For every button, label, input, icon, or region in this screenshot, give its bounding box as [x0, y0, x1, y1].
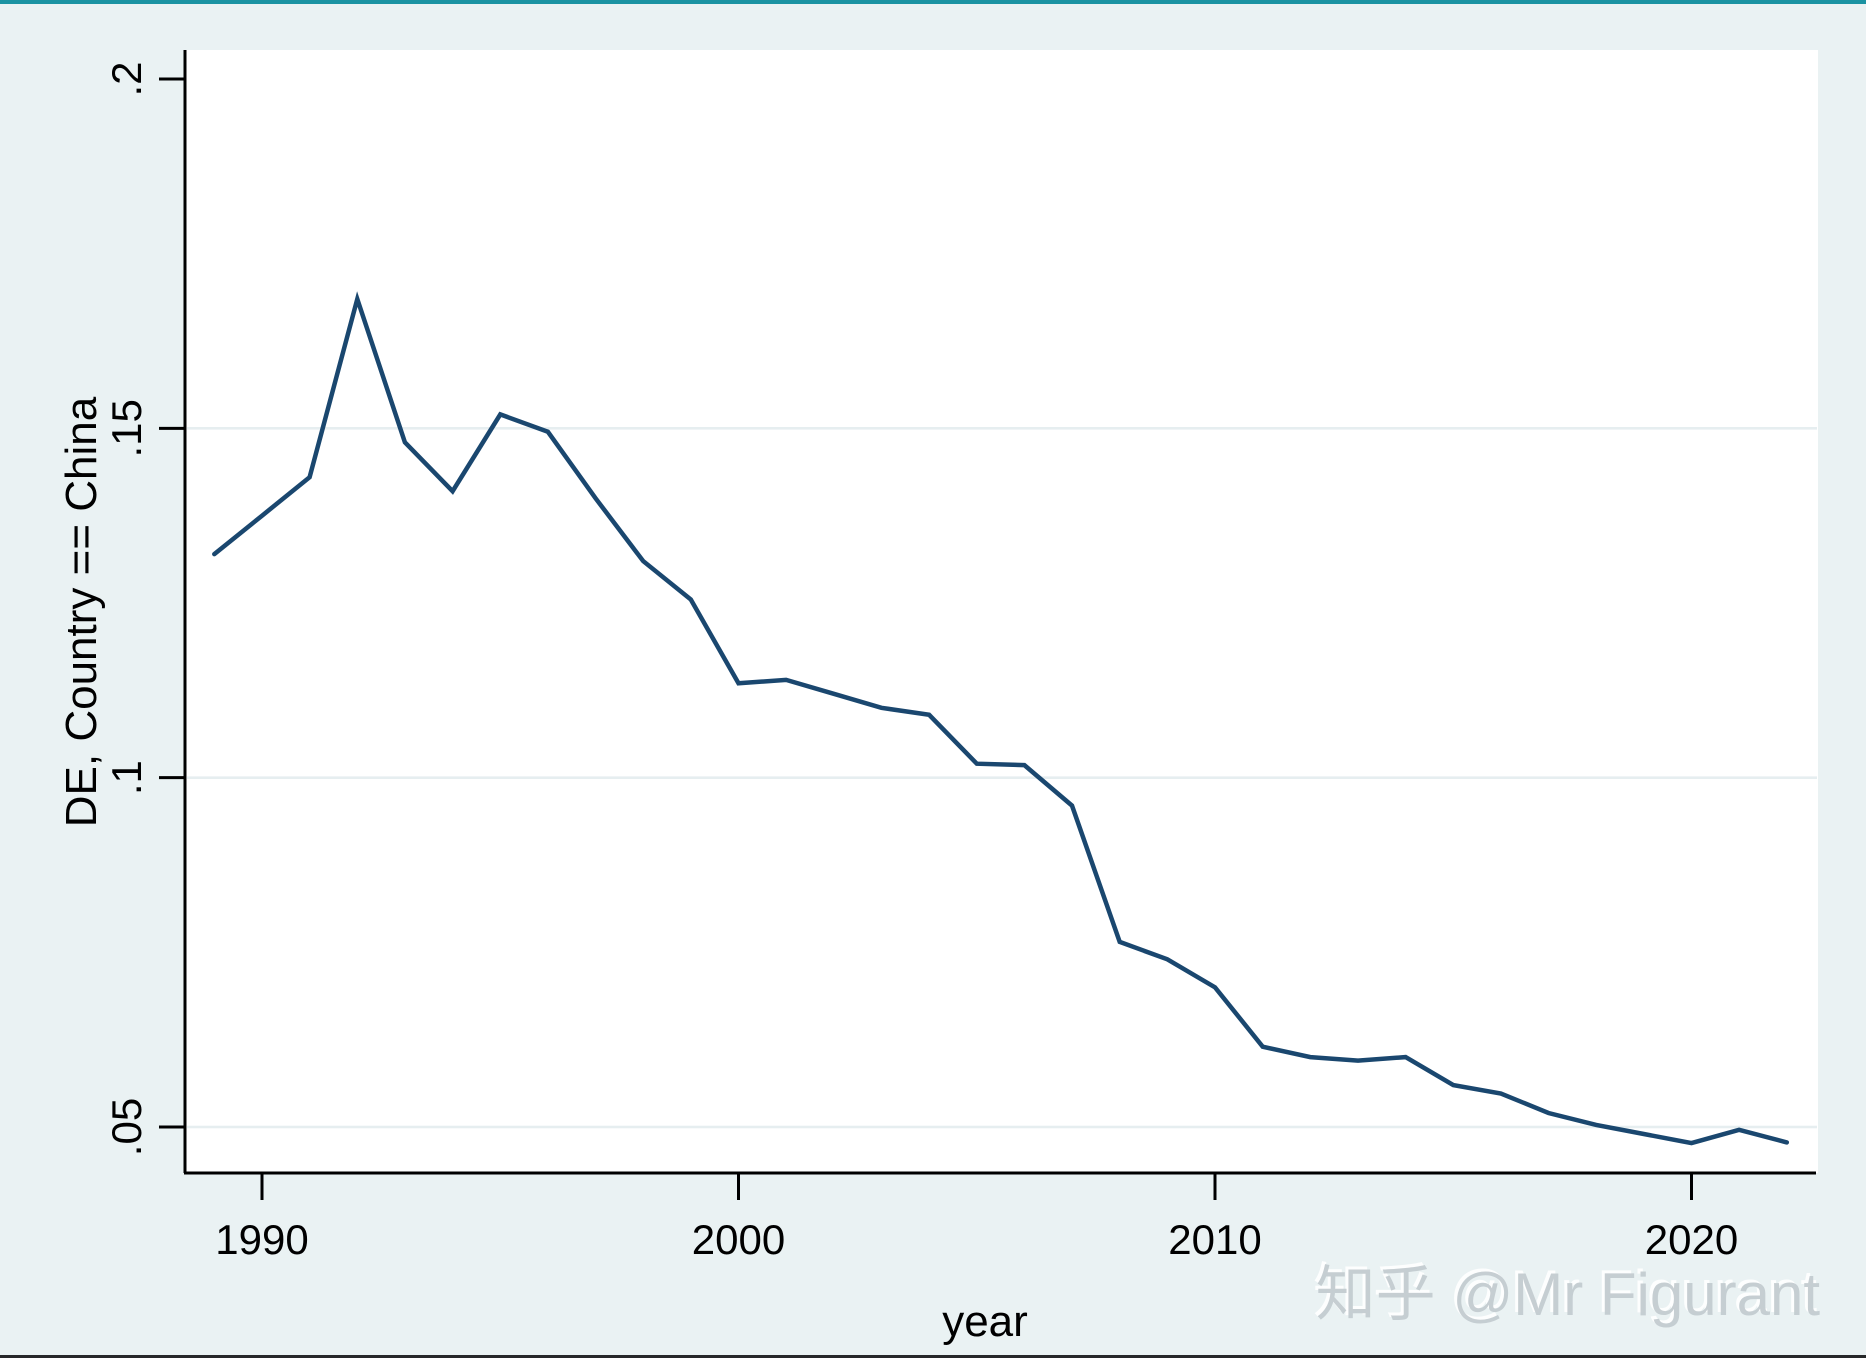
x-tick-label: 1990: [215, 1216, 308, 1263]
y-tick-label: .05: [103, 1098, 150, 1156]
x-tick-label: 2020: [1645, 1216, 1738, 1263]
y-tick-label: .1: [103, 760, 150, 795]
x-axis-title: year: [942, 1297, 1028, 1346]
y-tick-label: .15: [103, 399, 150, 457]
y-tick-label: .2: [103, 61, 150, 96]
bottom-border: [0, 1355, 1866, 1358]
data-line-de-country-china: [212, 291, 1790, 1146]
watermark: 知乎 @Mr Figurant: [1315, 1261, 1820, 1328]
x-tick-label: 2010: [1168, 1216, 1261, 1263]
top-accent-bar: [0, 0, 1866, 4]
x-tick-label: 2000: [692, 1216, 785, 1263]
y-axis-title: DE, Country == China: [57, 396, 106, 828]
plot-area: [185, 50, 1818, 1173]
